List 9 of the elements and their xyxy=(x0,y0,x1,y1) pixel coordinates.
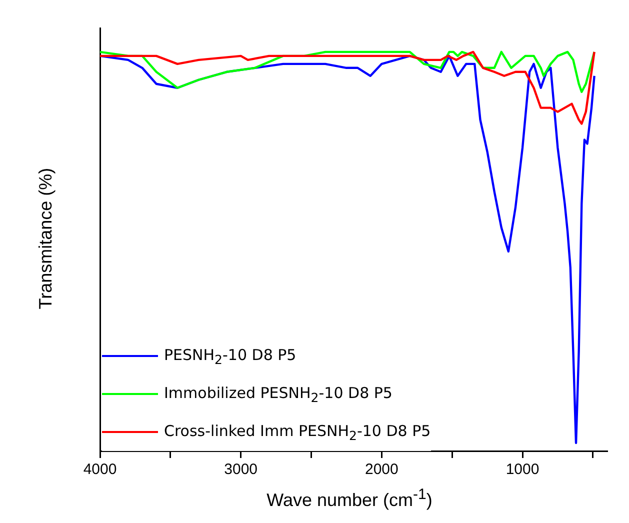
x-tick-label: 3000 xyxy=(224,461,258,478)
legend-label: PESNH$_{2}$-10 D8 P5 xyxy=(164,346,296,366)
y-axis-title: Transmitance (%) xyxy=(36,166,56,312)
x-axis-title: Wave number (cm$^{-1}$) xyxy=(266,486,434,511)
legend-label: Immobilized PESNH$_{2}$-10 D8 P5 xyxy=(164,384,392,404)
x-tick-label: 2000 xyxy=(364,461,398,478)
legend-label: Cross-linked Imm PESNH$_{2}$-10 D8 P5 xyxy=(164,422,431,442)
x-tick-label: 4000 xyxy=(83,461,117,478)
x-tick-label: 1000 xyxy=(506,461,540,478)
